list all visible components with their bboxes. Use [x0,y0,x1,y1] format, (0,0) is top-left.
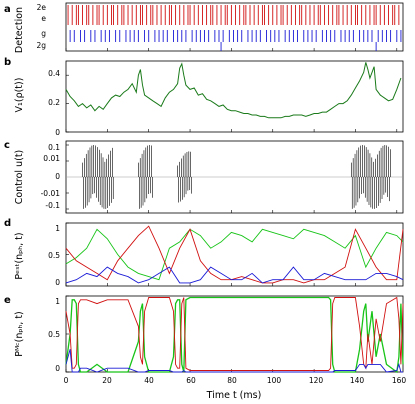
xtick-120: 120 [309,376,324,385]
ytick-e-0: 1 [55,297,60,306]
ytick-c-3: -0.01 [41,189,61,198]
ytick-d-2: 0 [55,278,60,287]
ylabel-c: Control u(t) [14,150,25,205]
ytick-d-1: 0.5 [48,251,60,260]
series-e-0 [65,296,404,374]
xtick-60: 60 [186,376,196,385]
xtick-100: 100 [267,376,282,385]
ylabel-a: Detection [14,7,25,53]
panel-label-b: b [4,57,11,68]
xtick-0: 0 [64,376,69,385]
axes-frame-e [65,295,404,373]
ytick-b-0: 0.4 [48,69,60,78]
ytick-a-e: e [41,14,46,23]
chart-marks [65,2,404,374]
ytick-c-1: 0.01 [43,154,60,163]
series-e-2 [65,349,403,373]
panel-label-a: a [4,4,11,15]
series-V1-line [65,62,402,119]
ylabel-b: V₁(ρ(t)) [14,78,25,113]
ytick-e-1: 0.5 [48,330,60,339]
ytick-a-g: g [41,29,46,38]
series-e-1 [65,296,404,371]
ylabel-d: Pᵉˢᵗ(nₚₕ, t) [14,232,25,279]
panel-label-e: e [4,295,11,306]
axes-frame-d [65,222,404,287]
xtick-160: 160 [392,376,407,385]
series-d-1 [65,225,404,284]
xtick-20: 20 [102,376,112,385]
series-d-0 [65,228,404,281]
ytick-a-2e: 2e [37,3,47,12]
xlabel: Time t (ms) [206,390,262,401]
xtick-80: 80 [227,376,237,385]
xtick-140: 140 [350,376,365,385]
ytick-c-2: 0 [55,172,60,181]
ytick-d-0: 1 [55,224,60,233]
axes-frame-b [65,60,404,133]
ytick-a-2g: 2g [36,41,46,50]
ytick-b-2: 0 [55,128,60,137]
ytick-c-0: 0.1 [48,143,60,152]
ytick-c-4: -0.1 [45,201,60,210]
ylabel-e: Pᴹᶜ(nₚₕ, t) [14,311,25,357]
series-d-2 [65,266,404,284]
panel-label-c: c [4,140,10,151]
ytick-e-2: 0 [55,364,60,373]
axes-frame-a [65,2,404,52]
panel-label-d: d [4,218,11,229]
ytick-b-1: 0.2 [48,98,60,107]
xtick-40: 40 [144,376,154,385]
